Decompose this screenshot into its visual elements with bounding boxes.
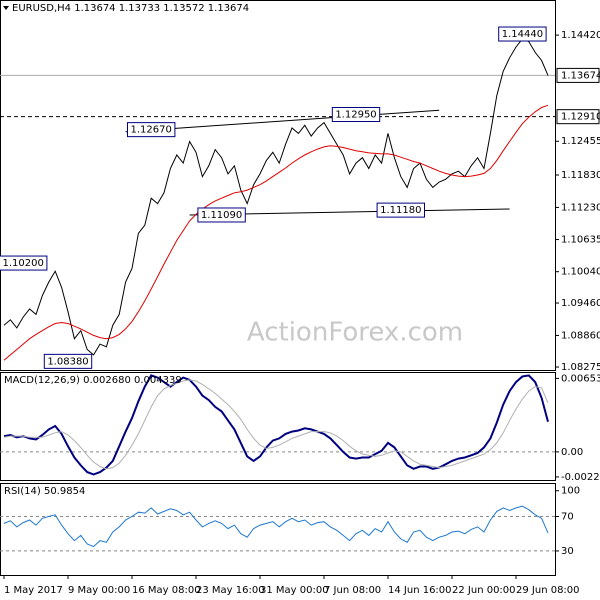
- y-tick-label: 1.10635: [561, 235, 600, 246]
- y-tick-label: 1.10040: [561, 267, 600, 278]
- price-label: 1.12910: [561, 112, 600, 123]
- annotation-box: [43, 353, 93, 369]
- y-tick-label: 1.12455: [561, 136, 600, 147]
- annotation-label: 1.12670: [131, 125, 172, 136]
- menu-arrow: [3, 6, 9, 10]
- series-line: [3, 104, 549, 361]
- series-line: [3, 38, 549, 356]
- y-tick-label: 1.14420: [561, 30, 600, 41]
- annotation-label: 1.11180: [380, 205, 421, 216]
- panel-frame: [0, 372, 556, 481]
- x-tick-label: 16 May 08:00: [132, 585, 201, 596]
- x-tick-label: 1 May 2017: [4, 585, 63, 596]
- watermark: ActionForex.com: [247, 318, 463, 348]
- panel-title: EURUSD,H4 1.13674 1.13733 1.13572 1.1367…: [12, 3, 249, 14]
- panel-frame: [0, 483, 556, 576]
- annotation-box: [376, 202, 426, 218]
- x-tick-label: 29 Jun 08:00: [516, 585, 580, 596]
- x-tick-label: 9 May 00:00: [68, 585, 130, 596]
- y-tick-label: 30: [561, 546, 574, 557]
- y-tick-label: -0.002226: [561, 472, 600, 483]
- series-line: [3, 374, 549, 476]
- panel-title: RSI(14) 50.9854: [4, 486, 85, 497]
- y-tick-label: 70: [561, 512, 574, 523]
- y-tick-label: 1.08275: [561, 362, 600, 373]
- price-label-box: [556, 67, 600, 83]
- y-tick-label: 0.006534: [561, 373, 600, 384]
- annotation-label: 1.11090: [201, 210, 242, 221]
- y-tick-label: 1.09460: [561, 298, 600, 309]
- annotation-box: [331, 107, 381, 123]
- series-line: [3, 505, 549, 548]
- y-tick-label: 0.00: [561, 447, 583, 458]
- y-tick-label: 1.11230: [561, 202, 600, 213]
- x-tick-label: 7 Jun 08:00: [324, 585, 381, 596]
- price-label: 1.13674: [561, 70, 600, 81]
- annotation-box: [197, 207, 246, 223]
- series-line: [3, 379, 549, 470]
- x-tick-label: 14 Jun 16:00: [388, 585, 452, 596]
- panel-frame: [0, 0, 556, 371]
- annotation-label: 1.12950: [335, 110, 376, 121]
- annotation-label: 1.14440: [502, 29, 543, 40]
- y-tick-label: 100: [561, 486, 580, 497]
- x-tick-label: 31 May 00:00: [260, 585, 329, 596]
- annotation-box: [498, 26, 547, 42]
- annotation-box: [127, 122, 176, 138]
- annotation-box: [0, 255, 48, 271]
- trendline: [125, 109, 440, 133]
- price-label-box: [556, 109, 600, 125]
- annotation-label: 1.10200: [3, 258, 44, 269]
- x-tick-label: 23 May 16:00: [196, 585, 265, 596]
- annotation-label: 1.08380: [47, 356, 88, 367]
- x-tick-label: 22 Jun 00:00: [452, 585, 516, 596]
- panel-title: MACD(12,26,9) 0.002680 0.004339: [4, 375, 182, 386]
- y-tick-label: 1.11830: [561, 170, 600, 181]
- y-tick-label: 1.08860: [561, 330, 600, 341]
